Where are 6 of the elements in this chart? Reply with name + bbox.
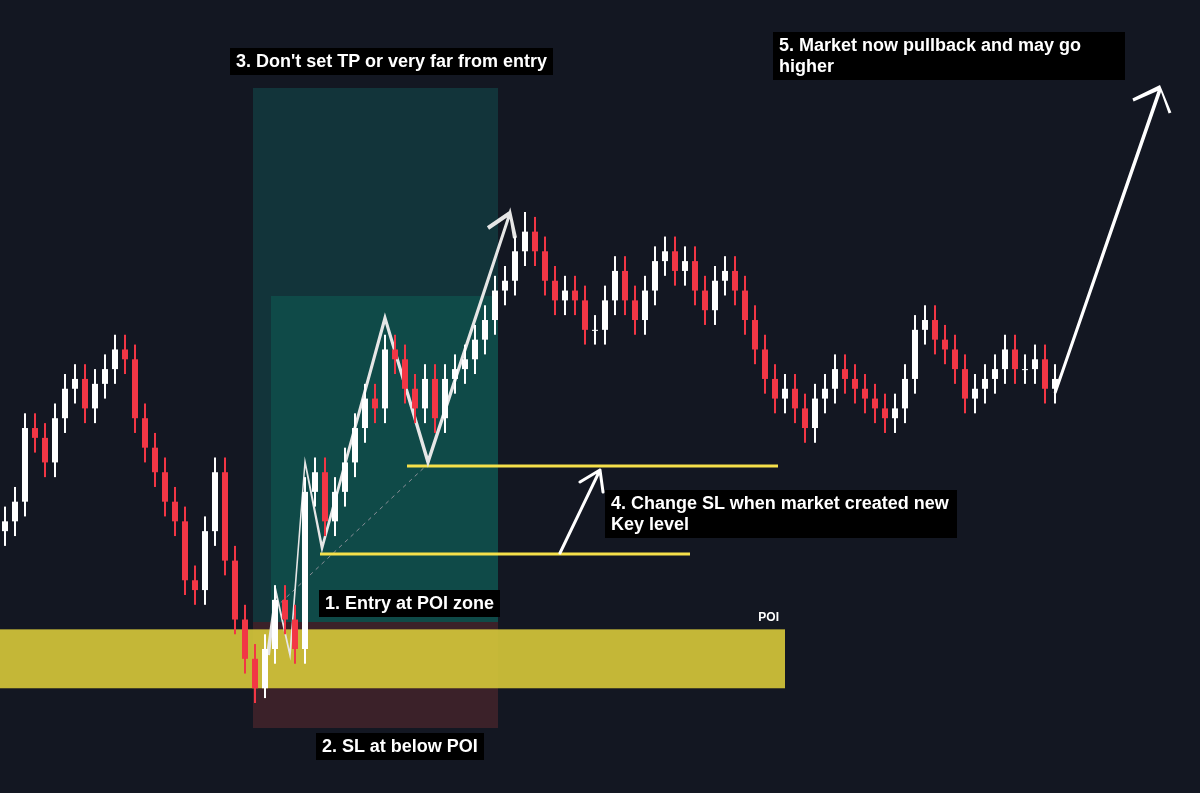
band-label: POI <box>758 610 779 625</box>
text: 3. Don't set TP or very far from entry <box>230 48 554 75</box>
annotation: 1. Entry at POI zone <box>319 590 501 617</box>
text: 5. Market now pullback and may go higher <box>773 32 1125 80</box>
annotation: 4. Change SL when market created new Key level <box>605 490 957 538</box>
text: 2. SL at below POI <box>316 733 484 760</box>
